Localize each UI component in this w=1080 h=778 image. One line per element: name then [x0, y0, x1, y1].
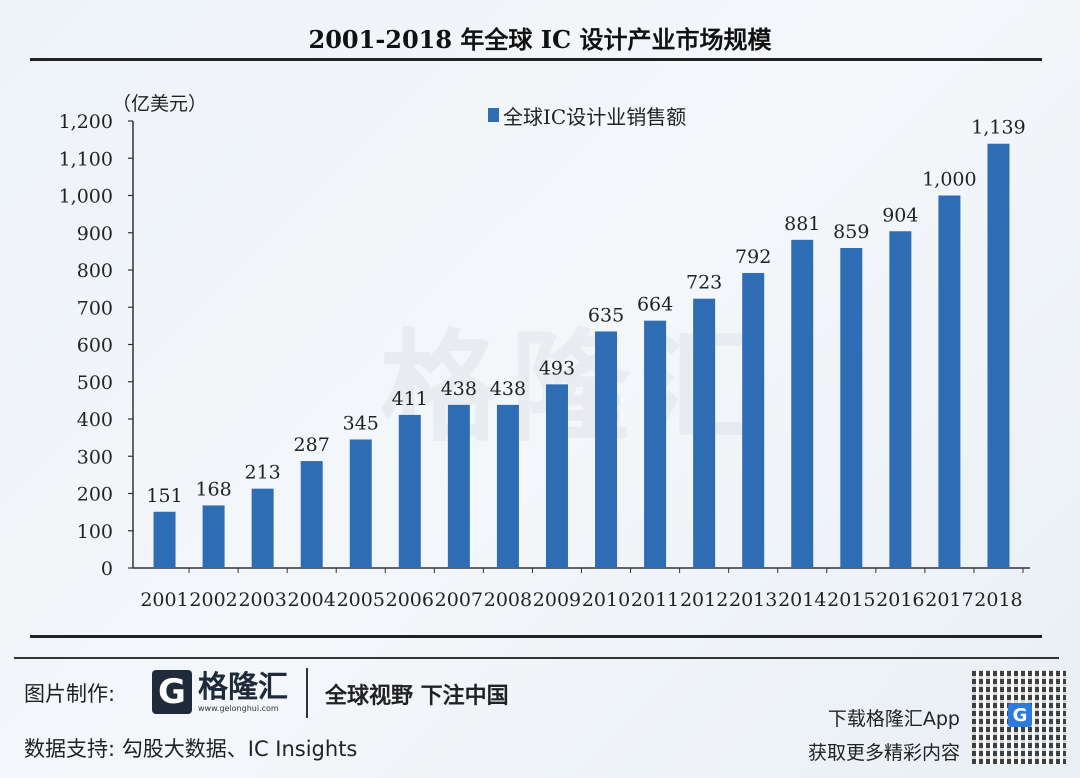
bar-2004	[300, 461, 323, 568]
more-content-text: 获取更多精彩内容	[807, 742, 960, 764]
x-tick-label: 2001	[140, 589, 188, 611]
data-label: 664	[637, 294, 673, 316]
x-tick-label: 2006	[386, 589, 434, 611]
bar-2003	[251, 488, 274, 568]
bar-2014	[791, 239, 814, 568]
data-label: 1,000	[922, 169, 976, 191]
y-tick-label: 1,000	[59, 186, 113, 208]
footer-separator	[306, 668, 308, 718]
download-app-text: 下载格隆汇App	[827, 708, 960, 730]
bar-2007	[447, 404, 470, 568]
made-by-label: 图片制作:	[24, 682, 116, 706]
data-label: 493	[539, 357, 575, 379]
data-label: 438	[490, 378, 526, 400]
y-tick-label: 600	[77, 335, 113, 357]
legend-swatch	[488, 108, 499, 122]
x-tick-label: 2013	[729, 589, 777, 611]
data-label: 213	[245, 462, 281, 484]
x-tick-label: 2003	[238, 589, 286, 611]
data-label: 881	[784, 213, 820, 235]
bar-2015	[840, 248, 863, 568]
bar-2010	[595, 331, 618, 568]
data-label: 635	[588, 304, 624, 326]
data-source: 数据支持: 勾股大数据、IC Insights	[24, 737, 358, 761]
bar-2009	[545, 384, 568, 568]
x-tick-label: 2016	[876, 589, 924, 611]
x-tick-label: 2015	[827, 589, 875, 611]
y-tick-label: 1,100	[59, 148, 113, 170]
y-tick-label: 0	[101, 558, 113, 580]
bar-2013	[742, 272, 765, 568]
data-label: 792	[735, 246, 771, 268]
bar-2016	[889, 231, 912, 568]
y-tick-label: 900	[77, 223, 113, 245]
y-tick-label: 300	[77, 446, 113, 468]
x-tick-label: 2018	[974, 589, 1022, 611]
y-tick-label: 200	[77, 484, 113, 506]
x-tick-label: 2007	[435, 589, 483, 611]
x-tick-label: 2004	[288, 589, 336, 611]
data-label: 287	[294, 434, 330, 456]
top-rule	[30, 58, 1042, 61]
bar-2012	[693, 298, 716, 568]
footer-rule	[14, 657, 1059, 659]
x-tick-label: 2011	[631, 589, 679, 611]
logo-g-icon: G	[152, 670, 192, 714]
bar-2011	[644, 320, 667, 568]
data-label: 151	[146, 485, 182, 507]
x-tick-label: 2005	[337, 589, 385, 611]
bar-2017	[938, 195, 961, 568]
x-tick-label: 2009	[533, 589, 581, 611]
y-tick-label: 400	[77, 409, 113, 431]
x-tick-label: 2002	[189, 589, 237, 611]
legend: 全球IC设计业销售额	[488, 105, 686, 129]
bottom-rule	[30, 635, 1042, 638]
bar-2018	[987, 143, 1010, 568]
bar-2005	[349, 439, 372, 568]
x-tick-label: 2017	[925, 589, 973, 611]
y-tick-label: 500	[77, 372, 113, 394]
data-label: 345	[343, 412, 379, 434]
slogan: 全球视野 下注中国	[325, 684, 509, 709]
data-label: 168	[195, 478, 231, 500]
bar-chart: （亿美元） 全球IC设计业销售额 0 100 200 300 400 500 600 700 8…	[59, 93, 1030, 611]
bar-2002	[202, 505, 225, 568]
data-label: 904	[882, 204, 918, 226]
y-tick-label: 700	[77, 297, 113, 319]
chart-title: 2001-2018 年全球 IC 设计产业市场规模	[308, 25, 772, 54]
legend-label: 全球IC设计业销售额	[503, 105, 686, 129]
bar-2001	[153, 511, 176, 568]
qr-logo-icon: G	[1008, 703, 1032, 727]
data-label: 1,139	[971, 117, 1025, 139]
data-label: 411	[392, 388, 428, 410]
x-tick-label: 2012	[680, 589, 728, 611]
bar-2008	[496, 404, 519, 568]
x-tick-label: 2010	[582, 589, 630, 611]
data-label: 859	[833, 221, 869, 243]
data-label: 438	[441, 378, 477, 400]
y-tick-label: 800	[77, 260, 113, 282]
data-label: 723	[686, 272, 722, 294]
gelonghui-logo[interactable]: G 格隆汇 www.gelonghui.com	[152, 670, 288, 714]
logo-name: 格隆汇	[198, 669, 288, 705]
y-tick-label: 1,200	[59, 111, 113, 133]
y-axis-unit-label: （亿美元）	[112, 93, 207, 115]
bar-2006	[398, 414, 421, 568]
x-tick-label: 2014	[778, 589, 826, 611]
y-tick-label: 100	[77, 521, 113, 543]
x-tick-label: 2008	[484, 589, 532, 611]
logo-url: www.gelonghui.com	[198, 703, 279, 713]
